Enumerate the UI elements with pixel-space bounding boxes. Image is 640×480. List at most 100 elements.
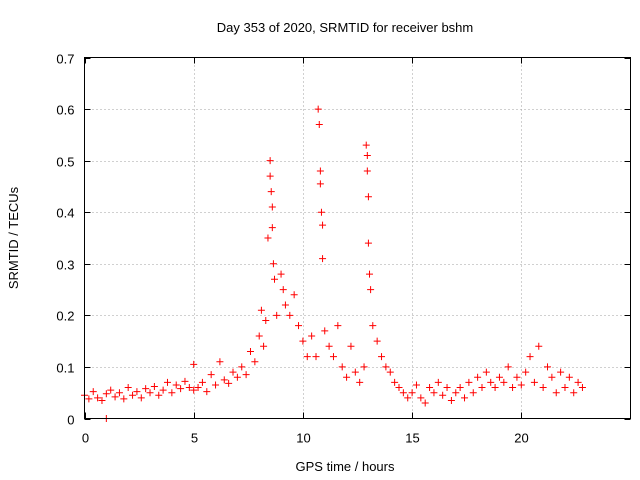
data-point [246,347,254,355]
y-tick-label: 0.6 [56,103,74,118]
data-point [452,389,460,397]
data-point [443,384,451,392]
data-point [382,363,390,371]
data-point [417,394,425,402]
data-point [190,386,198,394]
y-tick-label: 0.1 [56,361,74,376]
data-point [426,384,434,392]
data-point [290,291,298,299]
data-point [111,393,119,401]
data-point [329,353,337,361]
data-point [267,188,275,196]
data-point [517,381,525,389]
data-point [312,353,320,361]
y-tick-label: 0.7 [56,52,74,67]
data-point [461,394,469,402]
data-point [509,384,517,392]
data-point [316,167,324,175]
y-axis-label: SRMTID / TECUs [6,186,21,289]
data-point [539,384,547,392]
data-point [216,358,224,366]
data-point [155,391,163,399]
data-point [526,353,534,361]
data-point [321,327,329,335]
data-point [557,368,565,376]
data-point [578,384,586,392]
data-point [168,389,176,397]
y-tick-label: 0.2 [56,309,74,324]
data-point [404,394,412,402]
data-point [314,105,322,113]
data-point [266,172,274,180]
data-point [373,337,381,345]
data-point [565,373,573,381]
data-point [362,141,370,149]
data-point [271,275,279,283]
data-point [366,270,374,278]
data-point [439,391,447,399]
data-point [561,384,569,392]
data-point [257,306,265,314]
data-point [181,377,189,385]
data-point [522,368,530,376]
data-point [163,378,171,386]
data-point [185,384,193,392]
data-point [242,371,250,379]
data-point [343,373,351,381]
x-tick-label: 5 [191,431,198,446]
data-point [225,379,233,387]
data-point [495,373,503,381]
data-point [513,373,521,381]
data-points [81,105,586,422]
data-point [251,358,259,366]
x-tick-label: 10 [296,431,310,446]
data-point [266,157,274,165]
data-point [279,286,287,294]
tick-labels: 0 0.1 0.2 0.3 0.4 0.5 0.6 0.7 0 5 10 15 20 [56,52,528,446]
data-point [338,363,346,371]
data-point [94,394,102,402]
data-point [146,389,154,397]
data-point [268,224,276,232]
data-point [198,378,206,386]
data-point [98,396,106,404]
data-point [229,368,237,376]
data-point [487,378,495,386]
data-point [408,389,416,397]
data-point [469,389,477,397]
data-point [530,378,538,386]
data-point [120,395,128,403]
data-point [102,390,110,398]
data-point [325,342,333,350]
data-point [308,332,316,340]
x-tick-label: 15 [405,431,419,446]
data-point [391,378,399,386]
data-point [190,360,198,368]
plot-frame [84,57,631,419]
data-point [447,396,455,404]
data-point [317,208,325,216]
data-point [456,384,464,392]
data-point [238,363,246,371]
data-point [364,193,372,201]
data-point [129,391,137,399]
x-axis-label: GPS time / hours [296,459,395,474]
data-point [268,203,276,211]
data-point [399,389,407,397]
data-point [150,383,158,391]
data-point [194,384,202,392]
data-point [89,388,97,396]
data-point [482,368,490,376]
data-point [395,384,403,392]
data-point [269,260,277,268]
data-point [552,389,560,397]
data-point [315,121,323,129]
x-tick-label: 20 [514,431,528,446]
data-point [295,322,303,330]
data-point [281,301,289,309]
data-point [233,373,241,381]
data-point [574,378,582,386]
data-point [351,368,359,376]
data-point [474,373,482,381]
